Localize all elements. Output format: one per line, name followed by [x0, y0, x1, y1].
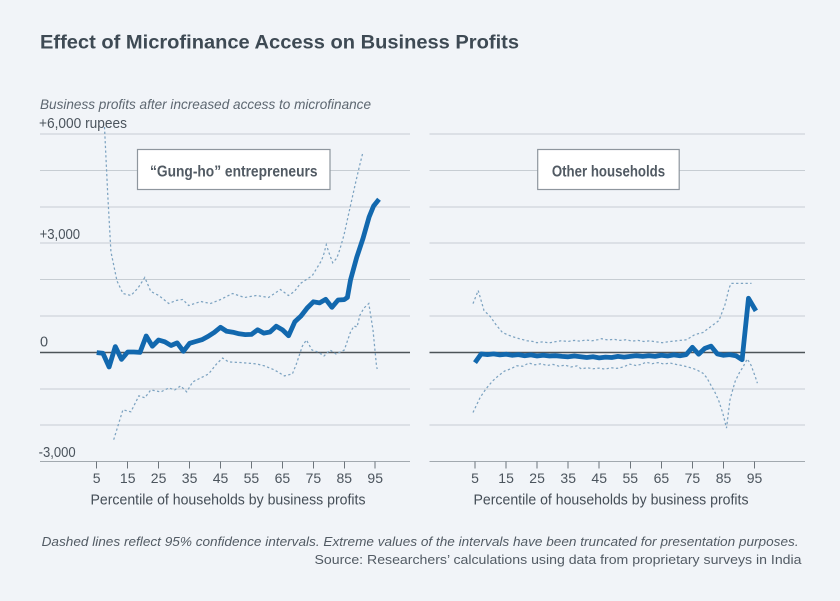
svg-text:5: 5	[471, 470, 479, 486]
svg-text:45: 45	[591, 470, 607, 486]
svg-text:0: 0	[40, 334, 48, 350]
svg-text:Percentile of households by bu: Percentile of households by business pro…	[474, 493, 749, 509]
svg-text:Percentile of households by bu: Percentile of households by business pro…	[91, 493, 366, 509]
svg-text:65: 65	[654, 470, 670, 486]
svg-text:15: 15	[120, 470, 136, 486]
svg-text:-3,000: -3,000	[39, 445, 76, 461]
svg-text:25: 25	[151, 470, 167, 486]
svg-text:85: 85	[337, 470, 353, 486]
svg-text:Business profits after increas: Business profits after increased access …	[40, 96, 371, 112]
svg-text:75: 75	[685, 470, 701, 486]
svg-text:85: 85	[716, 470, 732, 486]
svg-text:95: 95	[747, 470, 763, 486]
svg-text:“Gung-ho” entrepreneurs: “Gung-ho” entrepreneurs	[150, 164, 318, 181]
svg-text:Source: Researchers’ calculati: Source: Researchers’ calculations using …	[315, 552, 803, 567]
svg-text:35: 35	[182, 470, 198, 486]
svg-text:55: 55	[244, 470, 260, 486]
svg-text:15: 15	[498, 470, 514, 486]
svg-text:45: 45	[213, 470, 229, 486]
svg-text:35: 35	[560, 470, 576, 486]
svg-text:Other households: Other households	[552, 164, 665, 181]
svg-text:+6,000 rupees: +6,000 rupees	[39, 116, 127, 132]
svg-text:65: 65	[275, 470, 291, 486]
svg-text:95: 95	[367, 470, 383, 486]
svg-text:5: 5	[93, 470, 101, 486]
svg-text:Dashed lines reflect 95% confi: Dashed lines reflect 95% confidence inte…	[42, 534, 799, 549]
svg-text:+3,000: +3,000	[40, 227, 81, 243]
svg-text:75: 75	[306, 470, 322, 486]
svg-text:25: 25	[529, 470, 545, 486]
svg-text:55: 55	[623, 470, 639, 486]
svg-text:Effect of Microfinance Access: Effect of Microfinance Access on Busines…	[40, 32, 519, 54]
